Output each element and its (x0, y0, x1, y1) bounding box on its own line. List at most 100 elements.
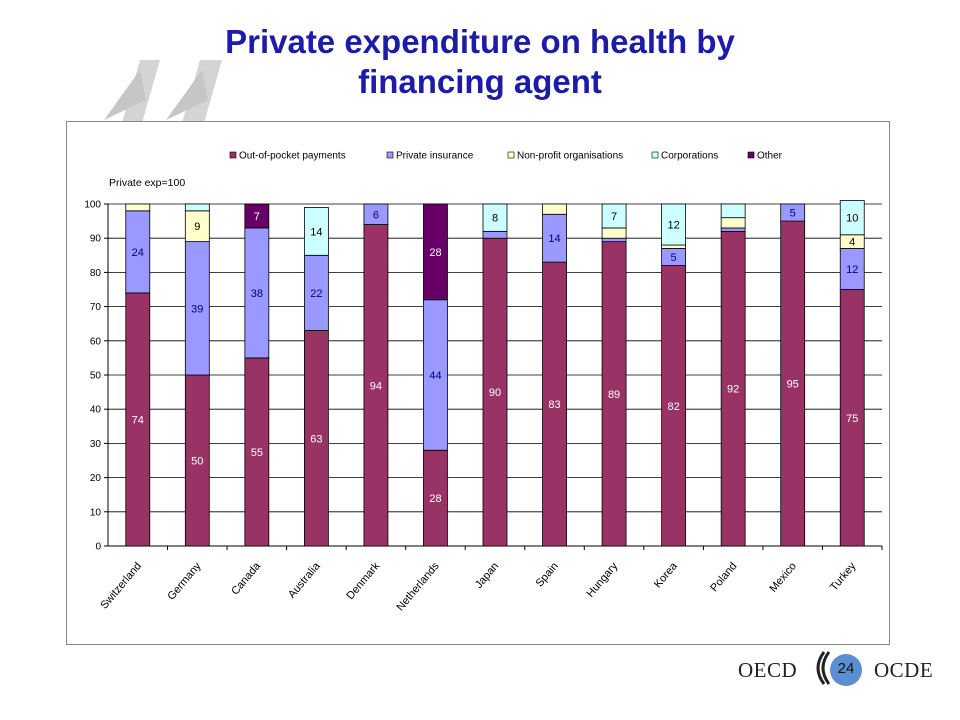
chart-container: 0 10 20 30 40 50 60 70 80 90 100 Private exp=100 Out… (66, 121, 890, 645)
data-label: 12 (667, 220, 679, 232)
oecd-logo-text-left: OECD (738, 658, 798, 682)
data-label: 50 (191, 456, 203, 468)
bar-segment (542, 261, 567, 547)
x-category-label: Turkey (828, 560, 859, 594)
bar-segment (244, 227, 270, 359)
bar-segment (482, 203, 508, 232)
legend-entry: Non-profit organisations (517, 151, 623, 162)
data-label: 28 (429, 493, 441, 505)
y-tick-label: 20 (90, 473, 102, 484)
data-label: 74 (132, 414, 144, 426)
data-label: 63 (310, 433, 322, 445)
y-tick-label: 90 (90, 234, 102, 245)
bar-segment (780, 220, 806, 547)
data-label: 6 (373, 209, 379, 221)
data-label: 8 (492, 213, 498, 225)
bar-segment (839, 248, 865, 290)
bar-segment (184, 374, 210, 547)
legend-entry: Corporations (661, 151, 718, 162)
bar-segment (839, 200, 865, 236)
x-category-label: Netherlands (394, 560, 442, 614)
bar-segment (542, 203, 567, 215)
data-label: 55 (251, 447, 263, 459)
data-label: 38 (251, 288, 263, 300)
bar-segment (720, 230, 746, 547)
data-label: 75 (846, 413, 858, 425)
x-category-label: Canada (229, 560, 264, 598)
data-label: 28 (429, 247, 441, 259)
x-category-label: Australia (286, 560, 323, 601)
data-label: 89 (608, 389, 620, 401)
bar-segment (780, 203, 806, 222)
data-label: 95 (787, 379, 799, 391)
data-label: 83 (548, 399, 560, 411)
data-label: 82 (667, 401, 679, 413)
legend-entry: Out-of-pocket payments (239, 151, 346, 162)
legend-entry: Private insurance (396, 151, 474, 162)
bar-segment (125, 210, 151, 294)
data-label: 90 (489, 387, 501, 399)
data-label: 5 (790, 208, 796, 220)
bar-segment (303, 207, 329, 256)
x-category-label: Hungary (584, 560, 620, 600)
legend-entry: Other (757, 151, 783, 162)
bar-segment (601, 237, 627, 243)
bar-segment (661, 244, 687, 249)
page-number-badge (830, 654, 862, 686)
x-category-label: Poland (708, 560, 739, 594)
bar-segment (363, 203, 389, 225)
y-tick-label: 80 (90, 268, 102, 279)
bar-segment (601, 241, 627, 547)
data-label: 5 (671, 252, 677, 264)
bar-segment (542, 213, 567, 263)
y-tick-label: 50 (90, 371, 102, 382)
y-tick-label: 40 (90, 405, 102, 416)
page-number: 24 (837, 660, 855, 677)
x-category-label: Switzerland (98, 560, 144, 611)
bar-segment (423, 449, 448, 547)
data-label: 22 (310, 288, 322, 300)
data-label: 94 (370, 380, 382, 392)
legend-swatch (651, 151, 659, 159)
slide-title-line-2: financing agent (358, 63, 602, 100)
bar-segment (720, 217, 746, 229)
x-category-label: Japan (473, 560, 501, 591)
bar-segment (720, 203, 746, 219)
x-category-label: Spain (534, 560, 561, 589)
data-label: 7 (254, 211, 260, 223)
bar-segment (184, 210, 210, 243)
bar-segment (125, 203, 151, 212)
bar-segment (184, 203, 210, 212)
y-tick-label: 60 (90, 336, 102, 347)
bar-segment (125, 292, 151, 547)
bar-segment (244, 357, 270, 547)
legend-swatch (386, 151, 394, 159)
y-tick-label: 0 (95, 542, 101, 553)
x-category-label: Mexico (767, 560, 799, 594)
bar-segment (482, 230, 508, 239)
slide-title-line-1: Private expenditure on health by (225, 23, 735, 60)
oecd-logo-text-right: OCDE (874, 658, 934, 682)
y-tick-label: 10 (90, 507, 102, 518)
data-label: 39 (191, 303, 203, 315)
data-label: 14 (548, 233, 560, 245)
bar-segment (601, 227, 627, 239)
slide-title: Private expenditure on health by financi… (160, 22, 800, 102)
data-label: 92 (727, 384, 739, 396)
y-axis-label: Private exp=100 (109, 177, 185, 189)
footer-branding: OECD 24 OCDE (722, 646, 938, 690)
stacked-bar-chart: 0 10 20 30 40 50 60 70 80 90 100 Private exp=100 Out… (84, 151, 883, 614)
bar-segment (363, 224, 389, 547)
data-label: 4 (849, 237, 855, 249)
bar-segment (423, 203, 448, 301)
data-label: 24 (132, 247, 144, 259)
bar-segment (661, 265, 687, 547)
x-category-label: Denmark (344, 560, 382, 602)
x-category-label: Korea (652, 560, 681, 591)
bar-segment (601, 203, 627, 229)
data-label: 9 (194, 221, 200, 233)
bar-segment (720, 227, 746, 232)
x-category-label: Germany (165, 560, 204, 603)
y-tick-label: 100 (84, 200, 101, 211)
bar-segment (661, 203, 687, 246)
